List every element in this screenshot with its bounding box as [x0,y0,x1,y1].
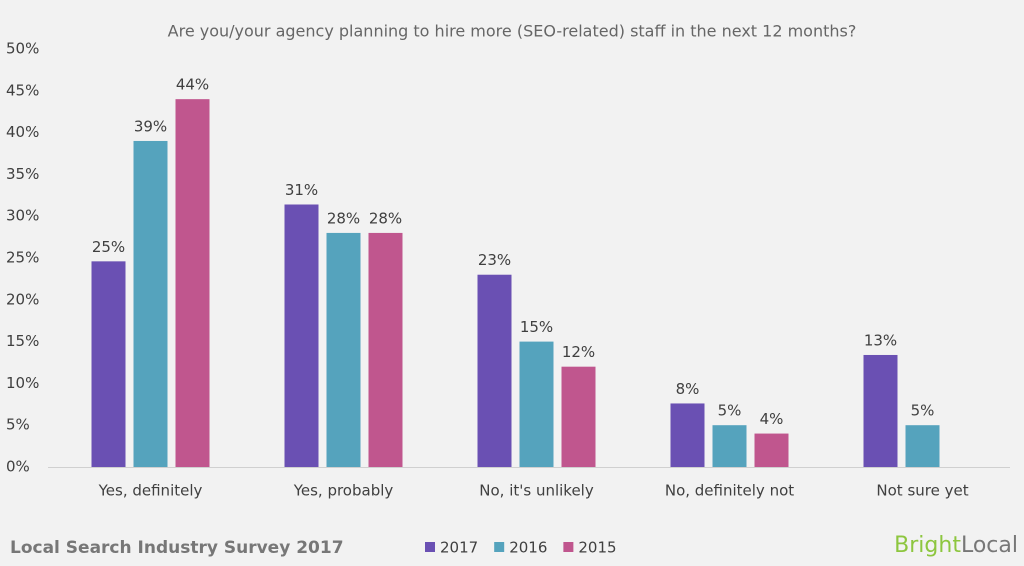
x-tick-label: No, definitely not [665,482,794,500]
value-label: 12% [562,343,595,361]
bar [670,403,705,467]
x-tick-label: No, it's unlikely [479,482,594,500]
y-tick-label: 50% [6,40,39,58]
bar [519,341,554,467]
bar [561,366,596,467]
value-label: 13% [864,331,897,349]
y-tick-label: 10% [6,374,39,392]
legend-label: 2015 [578,539,616,557]
value-label: 23% [478,251,511,269]
value-label: 25% [92,238,125,256]
y-tick-label: 35% [6,165,39,183]
y-tick-label: 40% [6,123,39,141]
bar [326,232,361,467]
value-label: 28% [327,209,360,227]
source-note: Local Search Industry Survey 2017 [10,538,344,558]
value-label: 8% [676,380,700,398]
y-tick-label: 25% [6,249,39,267]
y-tick-label: 45% [6,81,39,99]
legend-label: 2017 [440,539,478,557]
value-label: 31% [285,181,318,199]
bar [905,425,940,467]
logo-part: Local [961,533,1018,558]
logo: BrightLocal [894,533,1018,558]
legend-swatch [494,542,505,552]
logo-part: Bright [894,533,961,558]
legend-swatch [563,542,574,552]
bar [477,274,512,467]
bar [91,261,126,467]
y-tick-label: 0% [6,458,30,476]
bar [368,232,403,467]
bar [863,354,898,467]
value-label: 4% [760,410,784,428]
y-tick-label: 20% [6,290,39,308]
x-tick-label: Yes, probably [293,482,394,500]
value-label: 5% [718,402,742,420]
bar [754,433,789,467]
bar [712,425,747,467]
value-label: 15% [520,318,553,336]
bar [175,99,210,467]
legend-label: 2016 [509,539,547,557]
chart-title: Are you/your agency planning to hire mor… [168,22,857,41]
legend-swatch [425,542,435,552]
x-tick-label: Not sure yet [876,482,968,500]
value-label: 44% [176,76,209,94]
value-label: 28% [369,209,402,227]
y-tick-label: 5% [6,416,30,434]
bar [133,140,168,467]
y-tick-label: 30% [6,207,39,225]
y-tick-label: 15% [6,332,39,350]
x-tick-label: Yes, definitely [98,482,203,500]
value-label: 5% [911,402,935,420]
bar [284,204,319,467]
value-label: 39% [134,117,167,135]
